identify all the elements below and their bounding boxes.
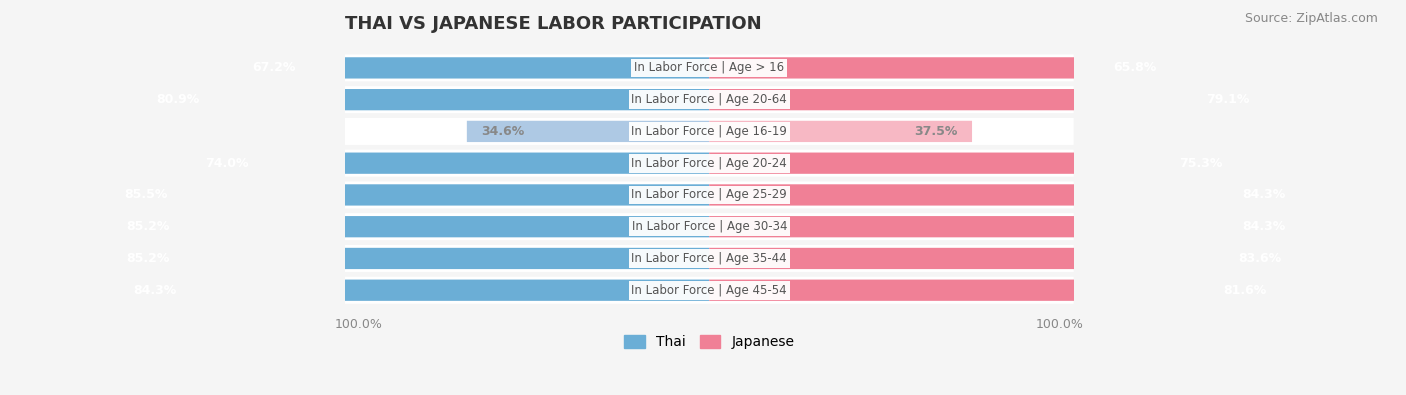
Text: In Labor Force | Age 20-64: In Labor Force | Age 20-64 [631, 93, 787, 106]
FancyBboxPatch shape [344, 245, 1074, 272]
FancyBboxPatch shape [709, 248, 1295, 269]
Text: 75.3%: 75.3% [1180, 157, 1223, 170]
Text: In Labor Force | Age 16-19: In Labor Force | Age 16-19 [631, 125, 787, 138]
FancyBboxPatch shape [118, 280, 710, 301]
FancyBboxPatch shape [112, 248, 710, 269]
Text: 74.0%: 74.0% [205, 157, 249, 170]
FancyBboxPatch shape [344, 213, 1074, 240]
Text: In Labor Force | Age 20-24: In Labor Force | Age 20-24 [631, 157, 787, 170]
Text: 84.3%: 84.3% [1243, 188, 1285, 201]
FancyBboxPatch shape [344, 86, 1074, 113]
Text: 84.3%: 84.3% [1243, 220, 1285, 233]
FancyBboxPatch shape [709, 57, 1170, 79]
FancyBboxPatch shape [344, 277, 1074, 304]
Text: 80.9%: 80.9% [156, 93, 200, 106]
FancyBboxPatch shape [467, 121, 710, 142]
FancyBboxPatch shape [191, 152, 710, 174]
Text: 84.3%: 84.3% [132, 284, 176, 297]
FancyBboxPatch shape [112, 216, 710, 237]
FancyBboxPatch shape [709, 89, 1264, 110]
Text: Source: ZipAtlas.com: Source: ZipAtlas.com [1244, 12, 1378, 25]
Text: In Labor Force | Age 30-34: In Labor Force | Age 30-34 [631, 220, 787, 233]
Text: 34.6%: 34.6% [481, 125, 524, 138]
Text: 79.1%: 79.1% [1206, 93, 1250, 106]
FancyBboxPatch shape [239, 57, 710, 79]
Text: 85.5%: 85.5% [124, 188, 167, 201]
FancyBboxPatch shape [344, 150, 1074, 177]
FancyBboxPatch shape [709, 216, 1301, 237]
FancyBboxPatch shape [709, 184, 1301, 205]
FancyBboxPatch shape [709, 280, 1281, 301]
FancyBboxPatch shape [110, 184, 710, 205]
Text: In Labor Force | Age 45-54: In Labor Force | Age 45-54 [631, 284, 787, 297]
Text: THAI VS JAPANESE LABOR PARTICIPATION: THAI VS JAPANESE LABOR PARTICIPATION [344, 15, 762, 33]
Text: 37.5%: 37.5% [914, 125, 957, 138]
FancyBboxPatch shape [709, 121, 972, 142]
Text: 85.2%: 85.2% [127, 220, 170, 233]
FancyBboxPatch shape [344, 181, 1074, 209]
Text: 65.8%: 65.8% [1114, 61, 1156, 74]
Text: 85.2%: 85.2% [127, 252, 170, 265]
Text: 83.6%: 83.6% [1237, 252, 1281, 265]
Legend: Thai, Japanese: Thai, Japanese [620, 331, 799, 354]
FancyBboxPatch shape [709, 152, 1237, 174]
Text: In Labor Force | Age 35-44: In Labor Force | Age 35-44 [631, 252, 787, 265]
FancyBboxPatch shape [142, 89, 710, 110]
Text: 81.6%: 81.6% [1223, 284, 1267, 297]
FancyBboxPatch shape [344, 118, 1074, 145]
Text: 67.2%: 67.2% [253, 61, 295, 74]
Text: In Labor Force | Age > 16: In Labor Force | Age > 16 [634, 61, 785, 74]
Text: In Labor Force | Age 25-29: In Labor Force | Age 25-29 [631, 188, 787, 201]
FancyBboxPatch shape [344, 55, 1074, 81]
